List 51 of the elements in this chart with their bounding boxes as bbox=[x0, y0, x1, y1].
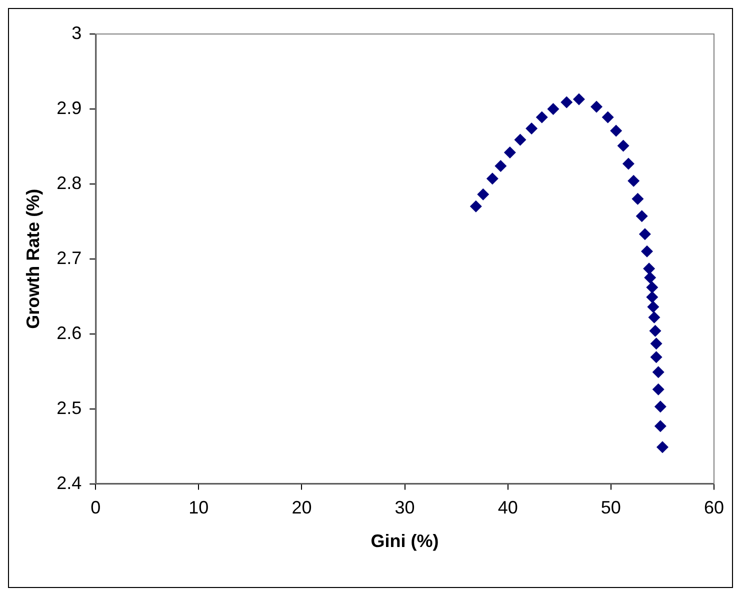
y-tick-label: 2.5 bbox=[56, 398, 82, 418]
point bbox=[650, 351, 662, 364]
x-tick-label: 40 bbox=[498, 498, 518, 518]
x-tick-label: 20 bbox=[292, 498, 312, 518]
point bbox=[647, 300, 660, 313]
x-tick-label: 10 bbox=[188, 498, 209, 518]
y-tick-label: 2.7 bbox=[56, 248, 82, 268]
point bbox=[526, 122, 538, 134]
point bbox=[610, 124, 622, 137]
point bbox=[572, 93, 585, 106]
point bbox=[650, 338, 662, 350]
point bbox=[514, 134, 526, 146]
point bbox=[602, 111, 614, 124]
point bbox=[646, 291, 658, 304]
point bbox=[643, 262, 656, 275]
point bbox=[547, 102, 560, 115]
point bbox=[641, 245, 653, 258]
point bbox=[494, 160, 507, 172]
point bbox=[632, 192, 644, 205]
point bbox=[617, 140, 630, 152]
y-axis-title: Growth Rate (%) bbox=[22, 188, 43, 329]
point bbox=[654, 420, 666, 432]
point bbox=[656, 441, 668, 454]
point bbox=[646, 281, 658, 294]
y-tick-label: 2.9 bbox=[56, 98, 82, 118]
point bbox=[590, 100, 602, 113]
point bbox=[648, 311, 660, 324]
y-tick-label: 3 bbox=[72, 22, 82, 43]
point bbox=[628, 174, 640, 187]
point bbox=[638, 228, 651, 240]
point bbox=[486, 172, 498, 185]
point bbox=[504, 146, 516, 158]
point bbox=[644, 272, 656, 284]
point bbox=[654, 400, 666, 413]
x-tick-label: 50 bbox=[600, 498, 621, 518]
y-tick-label: 2.6 bbox=[56, 322, 82, 343]
x-tick-label: 30 bbox=[394, 498, 415, 518]
point bbox=[649, 324, 662, 337]
y-tick-label: 2.4 bbox=[56, 472, 82, 493]
point bbox=[652, 383, 664, 396]
point bbox=[622, 158, 634, 170]
x-tick-label: 0 bbox=[90, 498, 101, 518]
point bbox=[636, 210, 648, 222]
point bbox=[470, 200, 482, 212]
point bbox=[536, 111, 548, 124]
point bbox=[652, 366, 664, 378]
point bbox=[477, 188, 490, 200]
x-tick-label: 60 bbox=[704, 498, 724, 518]
x-axis-title: Gini (%) bbox=[370, 531, 439, 552]
y-tick-label: 2.8 bbox=[56, 172, 82, 193]
point bbox=[560, 96, 573, 108]
